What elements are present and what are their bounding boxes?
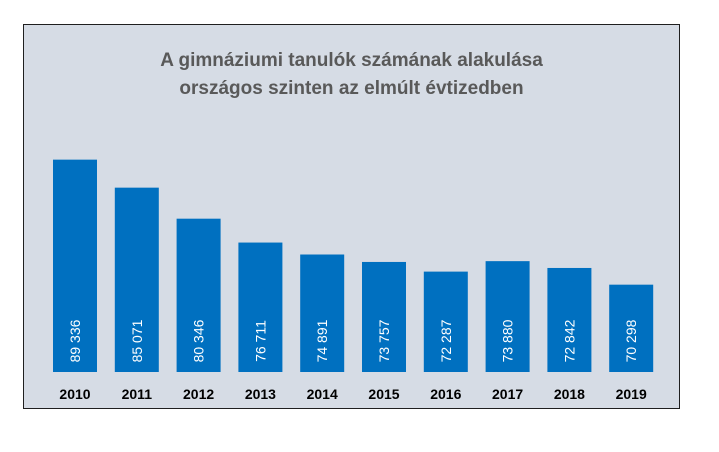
bar-2015 (362, 261, 406, 372)
value-label-2016: 72 287 (438, 319, 454, 362)
tick-label-2011: 2011 (122, 386, 153, 402)
chart-title-line-1: A gimnáziumi tanulók számának alakulása (160, 50, 543, 71)
value-label-2013: 76 711 (252, 320, 268, 362)
bar-2018 (547, 267, 592, 372)
bar-2010 (53, 159, 97, 372)
bar-2014 (300, 254, 345, 372)
bar-2017 (485, 261, 530, 372)
tick-label-2012: 2012 (183, 386, 214, 402)
value-label-2018: 72 842 (561, 319, 577, 362)
tick-label-2015: 2015 (368, 386, 399, 402)
value-label-2019: 70 298 (623, 319, 639, 362)
tick-label-2013: 2013 (245, 386, 276, 402)
bar-2013 (238, 242, 283, 372)
chart-area: A gimnáziumi tanulók számának alakulása … (23, 24, 680, 409)
value-label-2010: 89 336 (67, 319, 83, 362)
bar-chart: 89 336 2010 85 071 2011 80 346 2012 76 711 2013… (53, 159, 654, 402)
bar-2011 (114, 187, 159, 372)
value-label-2014: 74 891 (314, 319, 330, 362)
tick-label-2017: 2017 (492, 386, 523, 402)
chart-title: A gimnáziumi tanulók számának alakulása … (24, 47, 679, 103)
tick-label-2019: 2019 (616, 386, 647, 402)
tick-label-2018: 2018 (554, 386, 585, 402)
bar-2019 (609, 284, 654, 372)
value-label-2015: 73 757 (376, 319, 392, 362)
bar-2012 (176, 218, 221, 372)
bar-2016 (423, 271, 468, 372)
tick-label-2010: 2010 (59, 386, 90, 402)
chart-title-line-2: országos szinten az elmúlt évtizedben (179, 78, 524, 99)
value-label-2012: 80 346 (191, 319, 207, 362)
tick-label-2016: 2016 (430, 386, 461, 402)
value-label-2017: 73 880 (500, 319, 516, 362)
tick-label-2014: 2014 (307, 386, 338, 402)
value-label-2011: 85 071 (129, 319, 145, 362)
